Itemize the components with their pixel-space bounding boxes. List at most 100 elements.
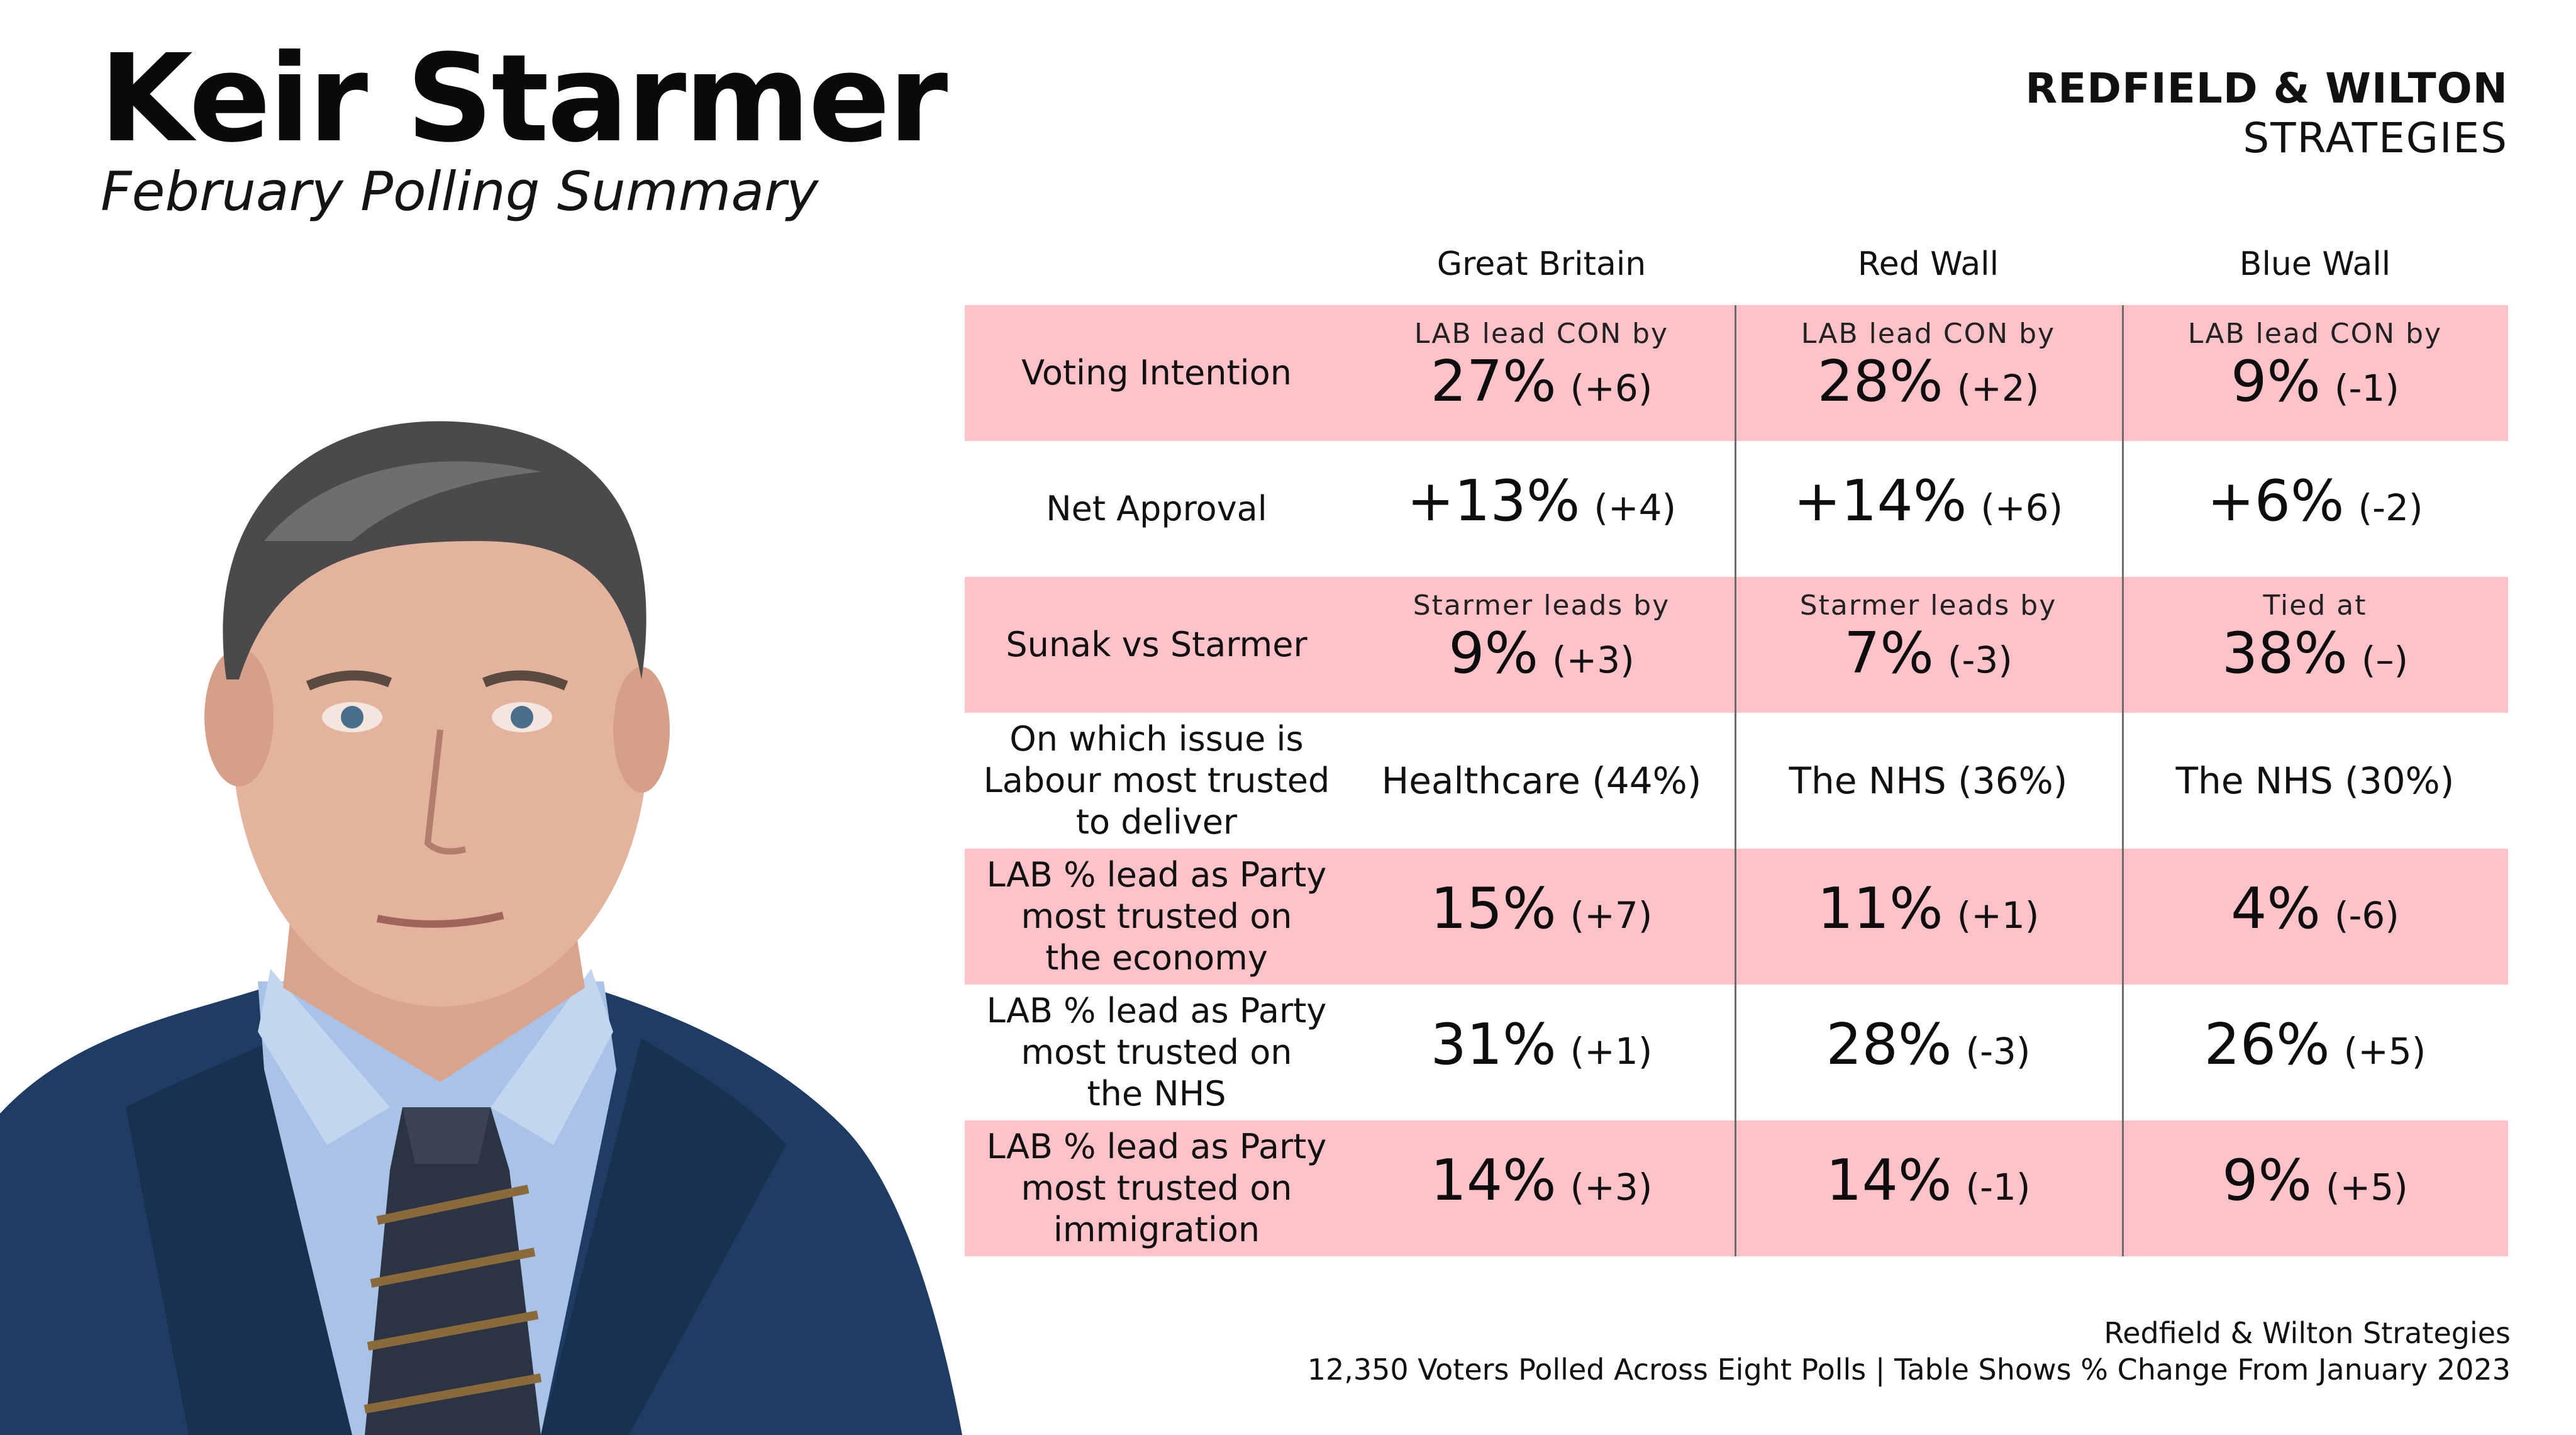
- cell-value-line: 4% (-6): [2231, 875, 2399, 956]
- column-header-red-wall: Red Wall: [1857, 245, 1999, 283]
- cell-value: 28%: [1826, 1011, 1952, 1078]
- cell-value-line: 7% (-3): [1844, 622, 2012, 701]
- row-label-line: LAB % lead as Party: [986, 991, 1327, 1030]
- column-header-great-britain: Great Britain: [1436, 245, 1646, 283]
- table-cell: +6% (-2): [2122, 441, 2508, 577]
- cell-value-line: 9% (-1): [2231, 350, 2399, 429]
- column-divider: [2122, 305, 2124, 1256]
- row-label-line: LAB % lead as Party: [986, 855, 1327, 895]
- table-row: Net Approval +13% (+4) +14% (+6) +6% (-2): [965, 441, 2508, 577]
- row-label-line: most trusted on: [1021, 896, 1292, 936]
- cell-value: +13%: [1406, 467, 1580, 534]
- cell-text: Healthcare (44%): [1381, 759, 1702, 802]
- row-label-line: Net Approval: [1046, 489, 1267, 528]
- page-subtitle: February Polling Summary: [101, 160, 819, 223]
- cell-value-line: 28% (-3): [1826, 1013, 2030, 1092]
- table-cell: LAB lead CON by 27% (+6): [1348, 305, 1735, 441]
- cell-change: (-1): [1965, 1165, 2031, 1209]
- cell-value-line: +13% (+4): [1406, 467, 1677, 549]
- brand-logo: REDFIELD & WILTON STRATEGIES: [2025, 68, 2508, 163]
- cell-value: 4%: [2231, 875, 2321, 942]
- column-header-blue-wall: Blue Wall: [2239, 245, 2391, 283]
- table-row: LAB % lead as Party most trusted on the NH…: [965, 985, 2508, 1120]
- table-cell: LAB lead CON by 28% (+2): [1735, 305, 2122, 441]
- table-cell: 14% (-1): [1735, 1120, 2122, 1256]
- table-cell: 11% (+1): [1735, 849, 2122, 985]
- cell-change: (+2): [1957, 366, 2040, 410]
- table-row: LAB % lead as Party most trusted on the ec…: [965, 849, 2508, 985]
- row-label-line: On which issue is: [1009, 719, 1304, 759]
- cell-value: 38%: [2221, 620, 2348, 686]
- table-cell: +14% (+6): [1735, 441, 2122, 577]
- row-label-line: LAB % lead as Party: [986, 1127, 1327, 1166]
- cell-value-line: 14% (-1): [1826, 1149, 2030, 1228]
- cell-value: 9%: [2222, 1147, 2312, 1214]
- cell-value-line: 26% (+5): [2204, 1013, 2426, 1092]
- cell-change: (-2): [2358, 486, 2423, 529]
- table-cell: The NHS (36%): [1735, 713, 2122, 849]
- cell-value-line: 38% (–): [2222, 622, 2408, 701]
- cell-value-line: 15% (+7): [1430, 875, 1653, 956]
- cell-change: (+6): [1980, 486, 2063, 529]
- cell-value: 14%: [1826, 1147, 1952, 1214]
- cell-change: (+4): [1594, 486, 1677, 529]
- row-label: LAB % lead as Party most trusted on the ec…: [965, 849, 1348, 985]
- cell-caption: Tied at: [2263, 589, 2367, 622]
- cell-change: (+3): [1552, 638, 1635, 681]
- row-label-line: to deliver: [1075, 802, 1238, 842]
- cell-value: 15%: [1430, 875, 1557, 942]
- cell-caption: LAB lead CON by: [2187, 317, 2443, 350]
- row-label-line: the NHS: [1087, 1074, 1226, 1114]
- cell-value-line: 9% (+3): [1448, 622, 1635, 701]
- table-cell: +13% (+4): [1348, 441, 1735, 577]
- cell-value-line: +6% (-2): [2207, 469, 2423, 549]
- table-cell: Starmer leads by 7% (-3): [1735, 577, 2122, 713]
- table-cell: 15% (+7): [1348, 849, 1735, 985]
- row-label-line: immigration: [1053, 1210, 1260, 1249]
- row-label-line: most trusted on: [1021, 1168, 1292, 1208]
- footer-source: Redfield & Wilton Strategies: [2104, 1316, 2511, 1350]
- table-row: Voting Intention LAB lead CON by 27% (+6) LA…: [965, 305, 2508, 441]
- page-title: Keir Starmer: [99, 29, 948, 169]
- cell-change: (+1): [1957, 893, 2040, 937]
- row-label: LAB % lead as Party most trusted on the NH…: [965, 985, 1348, 1120]
- row-label-line: the economy: [1045, 938, 1268, 978]
- cell-change: (+5): [2326, 1165, 2408, 1209]
- cell-value-line: 27% (+6): [1431, 350, 1653, 429]
- cell-value: 11%: [1817, 875, 1943, 942]
- cell-value-line: 11% (+1): [1817, 875, 2040, 956]
- cell-change: (+3): [1570, 1165, 1653, 1209]
- cell-value: 26%: [2204, 1011, 2330, 1078]
- cell-caption: Starmer leads by: [1799, 589, 2057, 622]
- brand-name: REDFIELD & WILTON: [2025, 64, 2508, 113]
- table-cell: 28% (-3): [1735, 985, 2122, 1120]
- cell-value: +14%: [1793, 467, 1967, 534]
- row-label: On which issue is Labour most trusted to d…: [965, 713, 1348, 849]
- table-row: Sunak vs Starmer Starmer leads by 9% (+3) St…: [965, 577, 2508, 713]
- cell-value-line: 14% (+3): [1431, 1149, 1653, 1228]
- row-label: LAB % lead as Party most trusted on immigr…: [965, 1120, 1348, 1256]
- row-label: Net Approval: [965, 441, 1348, 577]
- cell-change: (-3): [1965, 1029, 2031, 1073]
- cell-change: (+1): [1570, 1029, 1653, 1073]
- cell-text: The NHS (36%): [1789, 759, 2068, 802]
- cell-change: (+5): [2343, 1029, 2426, 1073]
- table-cell: Tied at 38% (–): [2122, 577, 2508, 713]
- cell-value-line: 31% (+1): [1431, 1013, 1653, 1092]
- table-row: On which issue is Labour most trusted to d…: [965, 713, 2508, 849]
- cell-caption: Starmer leads by: [1413, 589, 1670, 622]
- cell-value-line: 28% (+2): [1818, 350, 2040, 429]
- footer-note: 12,350 Voters Polled Across Eight Polls …: [1307, 1353, 2511, 1387]
- cell-text: The NHS (30%): [2175, 759, 2455, 802]
- cell-value: 9%: [1448, 620, 1538, 686]
- cell-change: (-3): [1947, 638, 2012, 681]
- cell-caption: LAB lead CON by: [1801, 317, 2056, 350]
- table-cell: 9% (+5): [2122, 1120, 2508, 1256]
- table-cell: Healthcare (44%): [1348, 713, 1735, 849]
- table-cell: 31% (+1): [1348, 985, 1735, 1120]
- row-label-line: most trusted on: [1021, 1032, 1292, 1072]
- cell-value: 28%: [1817, 348, 1943, 415]
- cell-value-line: 9% (+5): [2222, 1149, 2408, 1228]
- table-cell: 14% (+3): [1348, 1120, 1735, 1256]
- row-label-line: Sunak vs Starmer: [1006, 625, 1307, 664]
